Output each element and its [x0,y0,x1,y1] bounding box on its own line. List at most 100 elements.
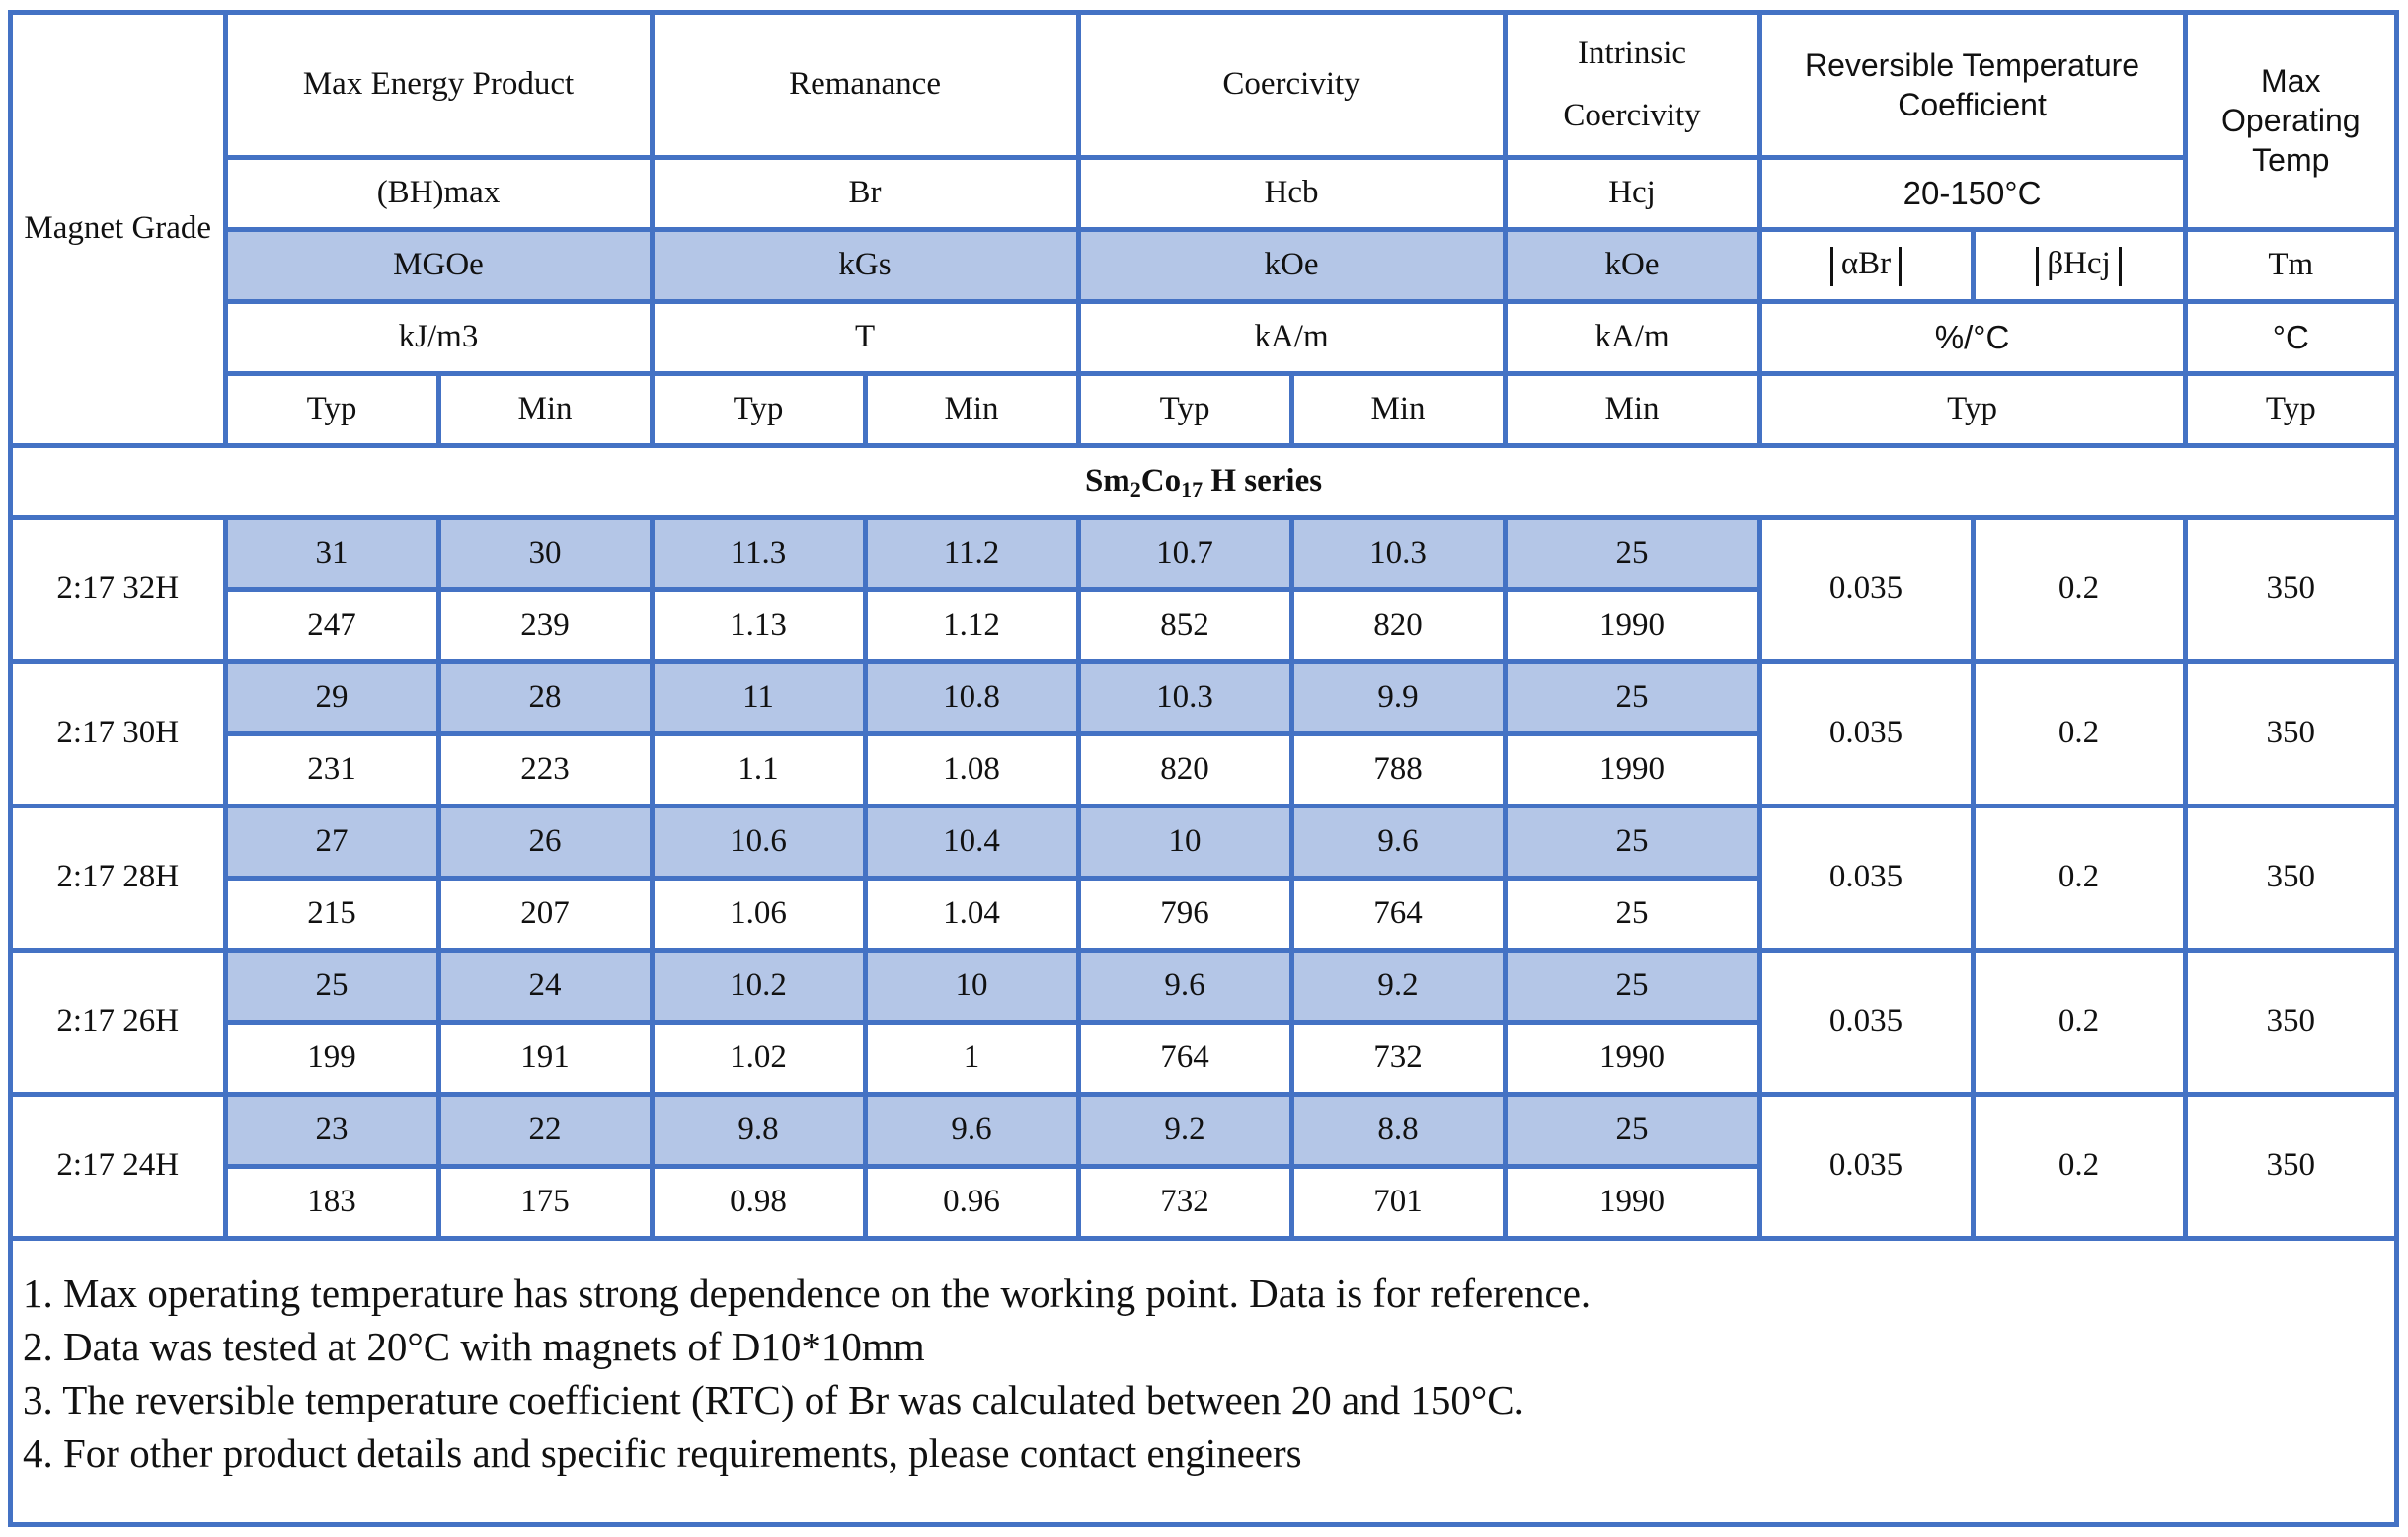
si-value-cell: 732 [1288,1019,1508,1097]
cgs-value-cell: 9.6 [1288,803,1508,881]
min-label: Min [1288,370,1508,448]
max-operating-temp-header: Max Operating Temp [2182,15,2395,232]
si-value-cell: 1.12 [862,586,1081,664]
si-value-cell: 1.1 [649,730,868,808]
tesla-unit: T [649,298,1081,376]
min-label: Min [1502,370,1762,448]
cgs-value-cell: 9.8 [649,1091,868,1169]
hcj-symbol: Hcj [1502,154,1762,232]
tm-unit: Tm [2182,226,2395,304]
footnote: 2. Data was tested at 20°C with magnets … [23,1324,925,1369]
alpha-br-label: αBr [1840,246,1892,282]
footnote: 4. For other product details and specifi… [23,1430,1302,1476]
series-title: Sm2Co17 H series [13,442,2395,520]
alpha-br-value-cell: 0.035 [1756,803,1976,953]
cgs-value-cell: 11.3 [649,517,868,592]
alpha-br-value-cell: 0.035 [1756,517,1976,664]
cgs-value-cell: 25 [1502,947,1762,1025]
grade-cell: 2:17 32H [13,517,228,664]
kam-unit-hcj: kA/m [1502,298,1762,376]
beta-hcj-value-cell: 0.2 [1970,517,2188,664]
si-value-cell: 175 [435,1163,655,1241]
tm-value-cell: 350 [2182,803,2395,953]
si-value-cell: 183 [222,1163,441,1241]
cgs-value-cell: 10.6 [649,803,868,881]
cgs-value-cell: 10.3 [1288,517,1508,592]
typ-label: Typ [1075,370,1294,448]
temp-range-label: 20-150°C [1756,154,2188,232]
cgs-value-cell: 8.8 [1288,1091,1508,1169]
grade-row-si: 183 175 0.98 0.96 732 701 1990 [13,1163,2394,1241]
cgs-value-cell: 23 [222,1091,441,1169]
remanance-header: Remanance [649,15,1081,160]
abs-bar-icon [1899,246,1903,286]
cgs-value-cell: 10.2 [649,947,868,1025]
bhmax-symbol: (BH)max [222,154,655,232]
footnote: 1. Max operating temperature has strong … [23,1270,1592,1316]
min-label: Min [435,370,655,448]
grade-row-si: 247 239 1.13 1.12 852 820 1990 [13,586,2394,664]
cgs-value-cell: 10.4 [862,803,1081,881]
min-label: Min [862,370,1081,448]
cgs-value-cell: 31 [222,517,441,592]
magnet-spec-table: Magnet Grade Max Energy Product Remananc… [13,15,2395,1241]
si-value-cell: 1990 [1502,1163,1762,1241]
max-energy-product-header: Max Energy Product [222,15,655,160]
kjm3-unit: kJ/m3 [222,298,655,376]
cgs-value-cell: 25 [1502,658,1762,736]
si-value-cell: 247 [222,586,441,664]
header-row-cgs-units: MGOe kGs kOe kOe αBr βHcj Tm [13,226,2395,304]
si-value-cell: 191 [435,1019,655,1097]
cgs-value-cell: 10 [862,947,1081,1025]
cgs-value-cell: 25 [1502,803,1762,881]
si-value-cell: 25 [1502,875,1762,953]
grade-rows: 2:17 32H 31 30 11.3 11.2 10.7 10.3 25 0.035 0.2 35… [13,517,2395,1241]
br-symbol: Br [649,154,1081,232]
grade-row-si: 199 191 1.02 1 764 732 1990 [13,1019,2394,1097]
si-value-cell: 223 [435,730,655,808]
si-value-cell: 1.02 [649,1019,868,1097]
cgs-value-cell: 25 [222,947,441,1025]
alpha-br-value-cell: 0.035 [1756,947,1976,1097]
typ-label: Typ [649,370,868,448]
coercivity-header: Coercivity [1075,15,1508,160]
abs-bar-icon [2036,246,2040,286]
kam-unit-hcb: kA/m [1075,298,1508,376]
grade-row-si: 231 223 1.1 1.08 820 788 1990 [13,730,2394,808]
reversible-temp-coefficient-header: Reversible Temperature Coefficient [1756,15,2188,160]
si-value-cell: 1.06 [649,875,868,953]
cgs-value-cell: 25 [1502,1091,1762,1169]
cgs-value-cell: 10.8 [862,658,1081,736]
si-value-cell: 1.04 [862,875,1081,953]
tm-value-cell: 350 [2182,517,2395,664]
tm-value-cell: 350 [2182,947,2395,1097]
cgs-value-cell: 10.3 [1075,658,1294,736]
cgs-value-cell: 26 [435,803,655,881]
grade-cell: 2:17 30H [13,658,228,808]
beta-hcj-unit: βHcj [1970,226,2188,304]
cgs-value-cell: 27 [222,803,441,881]
mgoe-unit: MGOe [222,226,655,304]
typ-label: Typ [222,370,441,448]
koe-unit-hcb: kOe [1075,226,1508,304]
footnote: 3. The reversible temperature coefficien… [23,1377,1524,1422]
tm-value-cell: 350 [2182,1091,2395,1241]
cgs-value-cell: 9.2 [1288,947,1508,1025]
grade-cell: 2:17 24H [13,1091,228,1241]
cgs-value-cell: 10.7 [1075,517,1294,592]
abs-bar-icon [1829,246,1833,286]
cgs-value-cell: 9.6 [1075,947,1294,1025]
si-value-cell: 1.08 [862,730,1081,808]
grade-row-cgs: 2:17 26H 25 24 10.2 10 9.6 9.2 25 0.035 0.2 350 [13,947,2395,1097]
alpha-br-value-cell: 0.035 [1756,658,1976,808]
si-value-cell: 732 [1075,1163,1294,1241]
header-row-titles: Magnet Grade Max Energy Product Remananc… [13,15,2395,448]
beta-hcj-value-cell: 0.2 [1970,803,2188,953]
si-value-cell: 820 [1288,586,1508,664]
hcb-symbol: Hcb [1075,154,1508,232]
header-row-symbols: (BH)max Br Hcb Hcj 20-150°C [13,154,2394,232]
alpha-br-value-cell: 0.035 [1756,1091,1976,1241]
si-value-cell: 764 [1075,1019,1294,1097]
abs-bar-icon [2118,246,2122,286]
kgs-unit: kGs [649,226,1081,304]
